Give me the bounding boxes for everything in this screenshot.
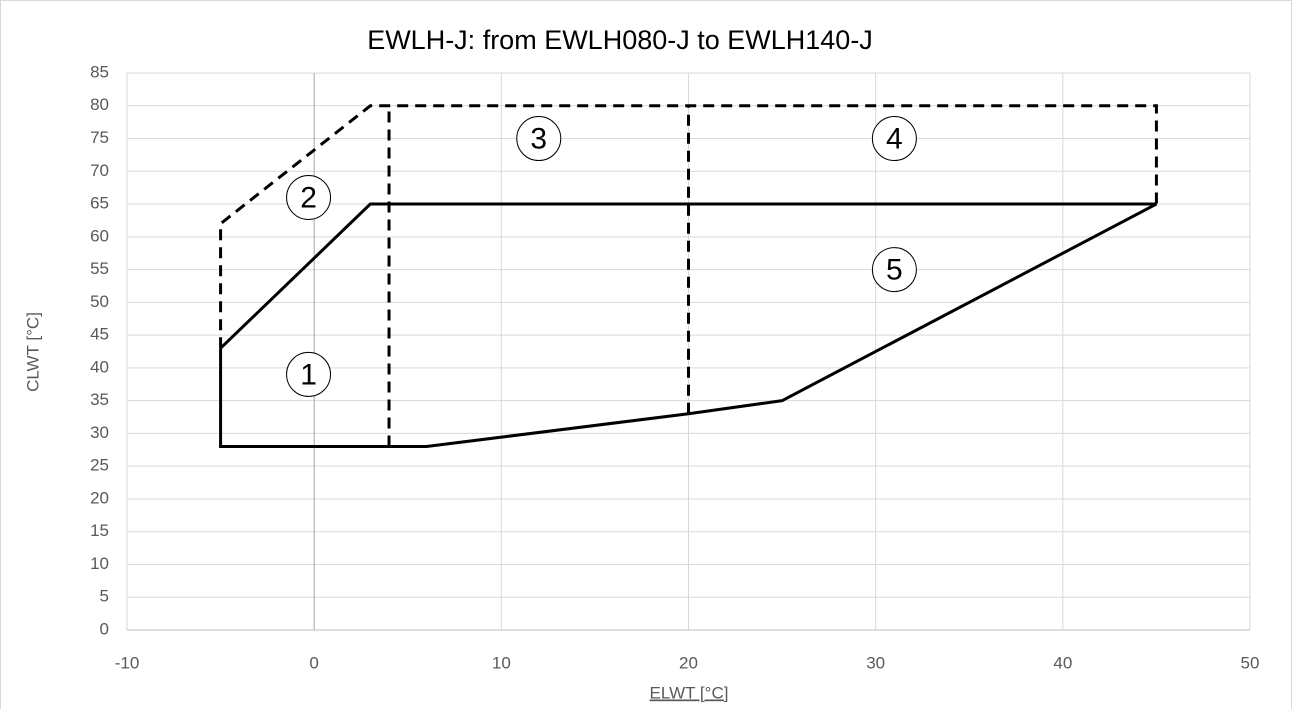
y-tick-label: 55	[90, 259, 109, 278]
envelope-line	[219, 202, 1158, 449]
y-tick-label: 25	[90, 456, 109, 475]
y-tick-label: 75	[90, 128, 109, 147]
region-circle	[871, 247, 917, 293]
region-circle	[516, 116, 562, 162]
region-circle	[871, 116, 917, 162]
y-tick-label: 40	[90, 357, 109, 376]
region-circle	[286, 175, 332, 221]
region-label: 3	[530, 122, 547, 155]
y-tick-label: 5	[100, 587, 109, 606]
x-tick-label: 10	[492, 653, 511, 672]
x-tick-label: -10	[115, 653, 140, 672]
y-tick-label: 85	[90, 62, 109, 81]
y-tick-label: 45	[90, 325, 109, 344]
y-tick-label: 50	[90, 292, 109, 311]
envelope-line	[219, 104, 1158, 349]
region-label: 4	[886, 122, 903, 155]
x-tick-label: 0	[309, 653, 318, 672]
y-tick-label: 10	[90, 554, 109, 573]
y-tick-label: 20	[90, 488, 109, 507]
region-label: 1	[300, 358, 317, 391]
y-tick-label: 30	[90, 423, 109, 442]
chart-title: EWLH-J: from EWLH080-J to EWLH140-J	[367, 25, 873, 55]
x-tick-label: 30	[866, 653, 885, 672]
x-tick-label: 50	[1241, 653, 1260, 672]
y-tick-label: 0	[100, 619, 109, 638]
x-axis-label: ELWT [°C]	[650, 683, 729, 702]
y-axis-label: CLWT [°C]	[23, 312, 42, 392]
y-tick-label: 15	[90, 521, 109, 540]
y-tick-label: 60	[90, 226, 109, 245]
y-tick-label: 65	[90, 194, 109, 213]
y-tick-label: 80	[90, 95, 109, 114]
x-tick-label: 20	[679, 653, 698, 672]
region-label: 2	[300, 181, 317, 214]
y-tick-label: 35	[90, 390, 109, 409]
region-label: 5	[886, 254, 903, 287]
x-tick-label: 40	[1053, 653, 1072, 672]
y-tick-label: 70	[90, 161, 109, 180]
region-circle	[286, 351, 332, 397]
